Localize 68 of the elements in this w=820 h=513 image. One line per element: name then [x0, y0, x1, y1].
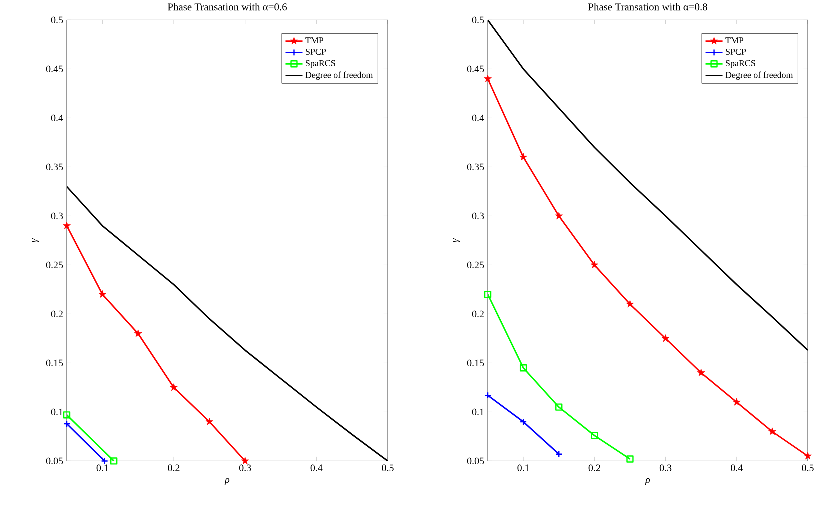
legend-label: SPCP [306, 48, 326, 55]
x-tick-label: 0.2 [168, 464, 180, 472]
point [63, 411, 71, 419]
legend-label: TMP [306, 38, 324, 44]
x-tick-label: 0.3 [239, 464, 252, 472]
legend-label: TMP [726, 38, 744, 44]
x-tick-label: 0.4 [310, 464, 323, 472]
point [591, 432, 598, 440]
point [590, 261, 599, 268]
point [520, 153, 528, 161]
y-tick-label: 0.3 [51, 212, 64, 220]
y-tick-label: 0.4 [472, 114, 484, 122]
x-tick-label: 0.5 [382, 464, 394, 472]
point [626, 300, 634, 308]
y-tick-label: 0.35 [467, 164, 484, 170]
y-tick-label: 0.45 [467, 66, 484, 72]
point [733, 398, 741, 406]
point [134, 330, 142, 338]
x-tick-label: 0.1 [518, 464, 530, 472]
y-tick-label: 0.15 [46, 360, 64, 366]
x-tick-label: 0.5 [802, 464, 814, 472]
x-tick-label: 0.2 [588, 464, 600, 472]
y-tick-label: 0.1 [472, 408, 484, 416]
legend-label: Degree of freedom [726, 72, 794, 80]
y-tick-label: 0.35 [46, 164, 64, 170]
point [484, 74, 492, 82]
y-tick-label: 0.5 [51, 16, 64, 24]
point [556, 404, 563, 411]
y-tick-label: 0.2 [472, 310, 484, 318]
x-axis-title: ρ [645, 478, 650, 486]
x-tick-label: 0.4 [731, 464, 743, 472]
y-tick-label: 0.25 [467, 262, 484, 268]
point [110, 458, 118, 465]
y-tick-label: 0.05 [46, 458, 64, 464]
point [626, 456, 634, 463]
point [170, 384, 178, 391]
legend-label: SPCP [726, 48, 746, 55]
point [662, 334, 670, 342]
point [484, 290, 492, 298]
x-tick-label: 0.1 [96, 464, 108, 472]
legend-label: SpaRCS [726, 60, 756, 68]
y-tick-label: 0.5 [472, 16, 484, 24]
x-tick-label: 0.3 [660, 464, 672, 472]
y-tick-label: 0.2 [51, 310, 63, 318]
legend-label: SpaRCS [306, 60, 336, 68]
point [206, 418, 214, 426]
point [98, 290, 107, 298]
y-tick-label: 0.25 [46, 262, 64, 268]
y-tick-label: 0.4 [51, 114, 64, 122]
x-axis-title: ρ [224, 478, 230, 486]
y-tick-label: 0.15 [467, 360, 484, 366]
legend-label: Degree of freedom [306, 72, 374, 80]
point [63, 222, 71, 230]
point [697, 368, 706, 376]
y-tick-label: 0.05 [467, 458, 484, 464]
point [555, 212, 564, 220]
point [768, 428, 776, 436]
y-axis-title: γ [32, 238, 40, 242]
point [241, 457, 250, 464]
point [520, 418, 528, 426]
y-tick-label: 0.3 [472, 212, 484, 220]
point [804, 452, 812, 460]
chart-title: Phase Transation with α=0.8 [588, 3, 708, 11]
y-tick-label: 0.45 [46, 66, 64, 72]
y-tick-label: 0.1 [51, 408, 63, 416]
chart-title: Phase Transation with α=0.6 [168, 3, 288, 11]
y-axis-title: γ [454, 238, 460, 242]
point [520, 364, 528, 372]
